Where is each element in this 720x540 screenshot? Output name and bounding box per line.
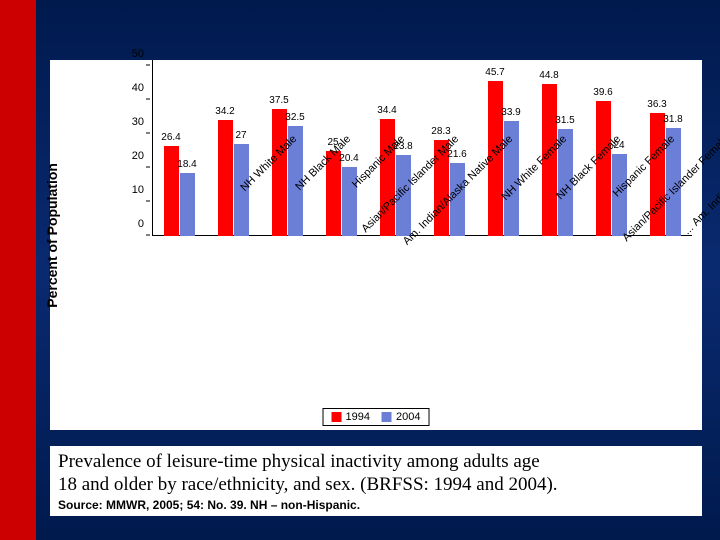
y-tick-label: 10: [132, 184, 144, 196]
y-tick-mark: [146, 167, 150, 168]
y-tick-label: 0: [138, 218, 144, 230]
legend: 1994 2004: [323, 408, 430, 426]
category-label-cell: Hispanic Male: [260, 242, 314, 382]
bar-value-label: 20.4: [339, 153, 358, 164]
y-tick-mark: [146, 201, 150, 202]
bar-value-label: 18.4: [177, 159, 196, 170]
bar-value-label: 34.2: [215, 106, 234, 117]
y-tick-label: 30: [132, 116, 144, 128]
plot-area: 01020304050 26.418.434.22737.532.52520.4…: [116, 66, 692, 385]
caption: Prevalence of leisure-time physical inac…: [50, 446, 702, 516]
slide-main: Percent of Population 01020304050 26.418…: [36, 0, 720, 540]
category-label-cell: Asian/Pacific Islander Male: [314, 242, 368, 382]
y-tick-label: 20: [132, 150, 144, 162]
y-tick-label: 40: [132, 82, 144, 94]
left-accent-strip: [0, 0, 36, 540]
legend-swatch-2004: [382, 412, 392, 422]
chart-container: Percent of Population 01020304050 26.418…: [50, 60, 702, 430]
category-label-cell: Am. Indian/Alaska Native ...: [638, 242, 692, 382]
legend-label-2004: 2004: [396, 411, 420, 423]
bar-value-label: 34.4: [377, 105, 396, 116]
bar-value-label: 44.8: [539, 70, 558, 81]
bar-value-label: 28.3: [431, 126, 450, 137]
category-label-cell: NH White Female: [422, 242, 476, 382]
bar-value-label: 36.3: [647, 99, 666, 110]
category-label-cell: Am. Indian/Alaska Native Male: [368, 242, 422, 382]
category-label-cell: NH Black Female: [476, 242, 530, 382]
y-tick-mark: [146, 99, 150, 100]
legend-label-1994: 1994: [346, 411, 370, 423]
bar-value-label: 32.5: [285, 112, 304, 123]
y-tick-mark: [146, 235, 150, 236]
caption-text: Prevalence of leisure-time physical inac…: [58, 450, 694, 496]
caption-line1a: Prevalence of leisure-time physical inac…: [58, 451, 540, 472]
y-tick-label: 50: [132, 48, 144, 60]
bar: 26.4: [164, 146, 179, 236]
caption-line1c: (BRFSS: 1994 and 2004).: [355, 474, 557, 495]
bar-value-label: 27: [235, 130, 246, 141]
y-tick-mark: [146, 65, 150, 66]
bar-value-label: 31.8: [663, 114, 682, 125]
bar-value-label: 33.9: [501, 107, 520, 118]
bar-value-label: 37.5: [269, 95, 288, 106]
slide: Percent of Population 01020304050 26.418…: [0, 0, 720, 540]
y-axis: 01020304050: [116, 66, 152, 236]
bar-group: 26.418.4: [152, 146, 206, 236]
bar-value-label: 31.5: [555, 115, 574, 126]
legend-item-2004: 2004: [382, 411, 420, 423]
category-label-cell: Asian/Pacific Islander Female: [584, 242, 638, 382]
bar-value-label: 45.7: [485, 67, 504, 78]
y-tick-mark: [146, 133, 150, 134]
bar-value-label: 26.4: [161, 132, 180, 143]
category-label-cell: NH White Male: [152, 242, 206, 382]
bar: 18.4: [180, 173, 195, 236]
category-label-cell: NH Black Male: [206, 242, 260, 382]
bar-value-label: 39.6: [593, 87, 612, 98]
caption-source: Source: MMWR, 2005; 54: No. 39. NH – non…: [58, 498, 694, 512]
legend-swatch-1994: [332, 412, 342, 422]
y-axis-label: Percent of Population: [44, 163, 60, 308]
category-label-cell: Hispanic Female: [530, 242, 584, 382]
legend-item-1994: 1994: [332, 411, 370, 423]
category-labels: NH White MaleNH Black MaleHispanic MaleA…: [152, 242, 692, 382]
caption-line1b: 18 and older by race/ethnicity, and sex.: [58, 474, 355, 495]
